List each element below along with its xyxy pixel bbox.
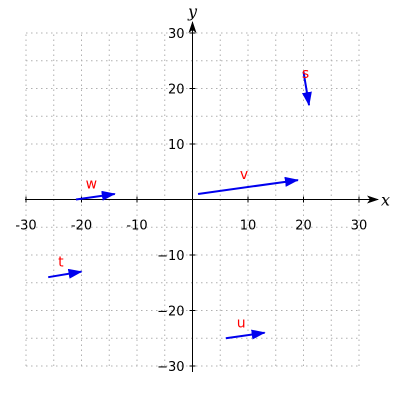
y-tick-label: 10	[168, 138, 185, 153]
x-tick-label: 20	[295, 219, 312, 234]
vector-label: t	[58, 254, 64, 270]
vector-arrow	[225, 329, 266, 340]
vector-arrow	[197, 176, 299, 195]
vector-label: w	[86, 177, 97, 193]
vector-arrow	[48, 268, 83, 279]
y-tick-label: −30	[157, 360, 184, 375]
y-tick-label: −20	[157, 305, 184, 320]
y-tick-label: 20	[168, 83, 185, 98]
vector-w: w	[75, 177, 116, 201]
vector-u: u	[225, 315, 266, 340]
vectors: s v w t u	[48, 66, 312, 340]
vector-label: s	[302, 66, 309, 82]
x-tick-label: -30	[15, 219, 36, 234]
y-tick-label: −10	[157, 249, 184, 264]
vector-arrow	[301, 71, 312, 107]
vector-s: s	[301, 66, 312, 107]
x-tick-label: 30	[351, 219, 368, 234]
x-tick-label: 10	[240, 219, 257, 234]
vector-v: v	[197, 167, 299, 195]
x-axis-label: x	[381, 191, 390, 210]
y-tick-label: 30	[168, 27, 185, 42]
y-axis-label: y	[187, 2, 198, 21]
vector-label: v	[240, 167, 248, 183]
tick-labels: -30 -20 -10 10 20 30 −30 −20 −10 10 20 30	[15, 27, 367, 375]
vector-t: t	[48, 254, 83, 279]
axes: x y	[25, 2, 390, 372]
vector-arrow	[75, 190, 116, 201]
x-tick-label: -10	[126, 219, 147, 234]
vector-label: u	[237, 315, 246, 331]
x-tick-label: -20	[71, 219, 92, 234]
